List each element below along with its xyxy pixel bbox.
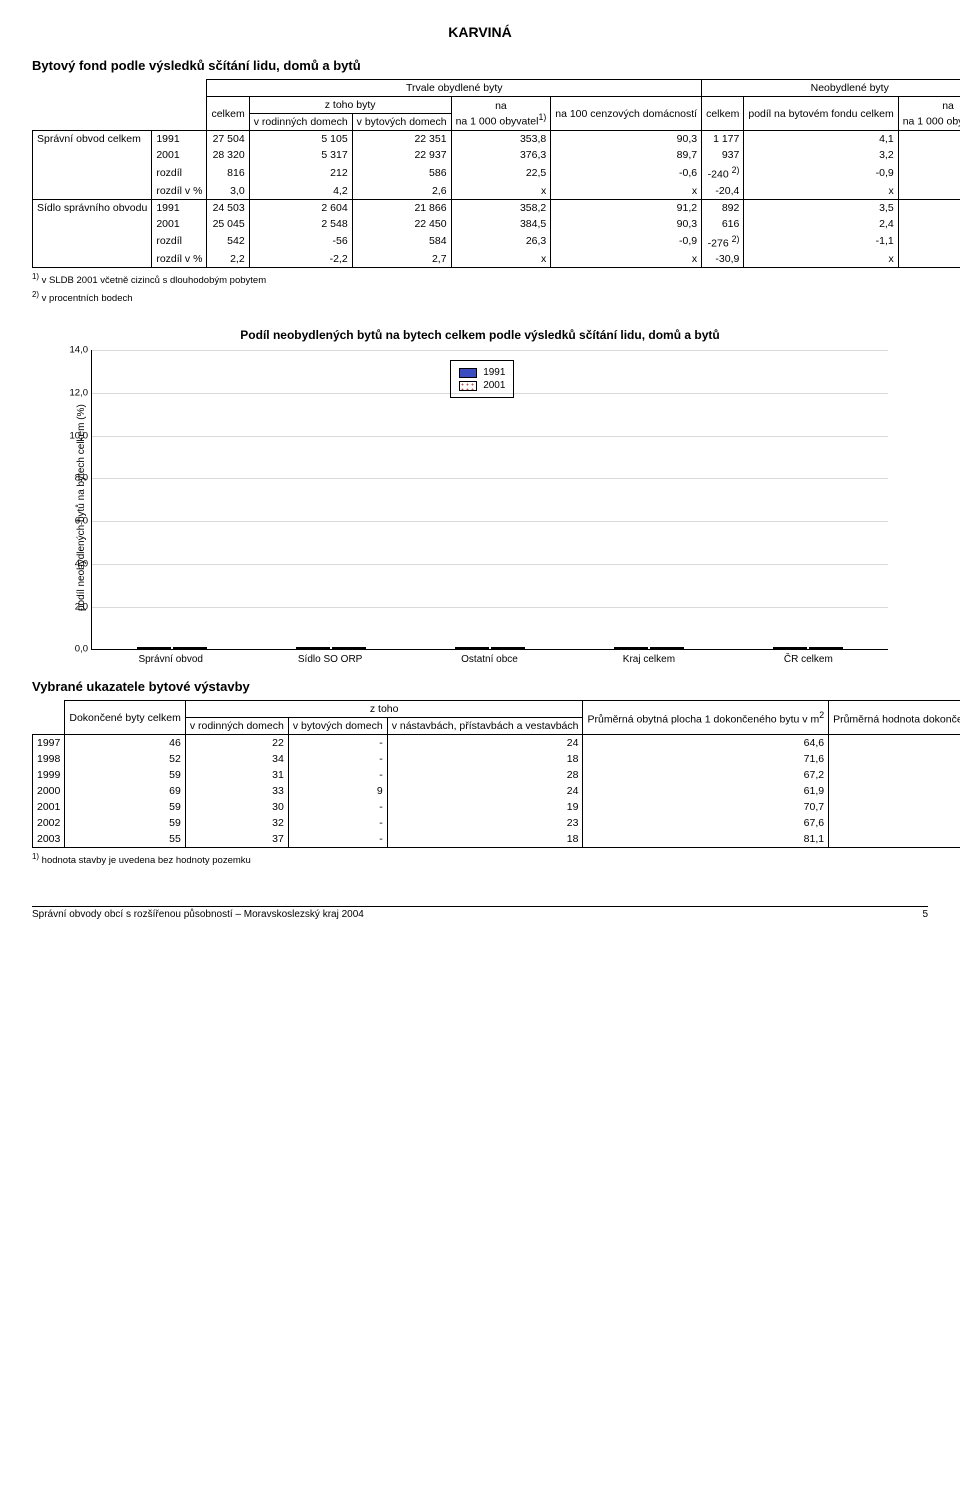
table-row: 19985234-1871,61 18956 <box>33 751 960 767</box>
table-row: 19974622-2464,61 05354 <box>33 735 960 752</box>
th-podil: podíl na bytovém fondu celkem <box>744 97 898 131</box>
bar <box>137 647 171 649</box>
bar-group <box>570 647 729 649</box>
bar-group <box>410 647 569 649</box>
bar <box>491 647 525 649</box>
table2-title: Vybrané ukazatele bytové výstavby <box>32 679 928 694</box>
chart-plot-area: 1991 2001 0,02,04,06,08,010,012,014,0 <box>91 350 888 650</box>
th2-vrodin: v rodinných domech <box>185 718 288 735</box>
xtick-label: Správní obvod <box>91 650 250 665</box>
table-row: 200125 0452 54822 450384,590,36162,49,5 <box>33 216 960 232</box>
ytick-label: 0,0 <box>75 644 92 655</box>
construction-indicators-table: Dokončené byty celkem z toho Průměrná ob… <box>32 700 960 848</box>
bar-group <box>251 647 410 649</box>
bar-group <box>92 647 251 649</box>
th2-vbyt: v bytových domech <box>288 718 387 735</box>
table-row: Sídlo správního obvodu199124 5032 60421 … <box>33 199 960 216</box>
table-row: 200128 3205 31722 937376,389,79373,212,5 <box>33 147 960 163</box>
ytick-label: 8,0 <box>75 473 92 484</box>
table-row: 20015930-1970,71 55322 <box>33 799 960 815</box>
bar <box>332 647 366 649</box>
th-na1000-1: nana 1 000 obyvatel1) <box>451 97 551 131</box>
chart-title: Podíl neobydlených bytů na bytech celkem… <box>72 328 888 342</box>
table-row: Správní obvod celkem199127 5045 10522 35… <box>33 131 960 148</box>
ytick-label: 10,0 <box>70 430 93 441</box>
table-row: rozdíl v %3,04,22,6xx-20,4xx <box>33 183 960 200</box>
ytick-label: 14,0 <box>70 345 93 356</box>
page-footer: Správní obvody obcí s rozšířenou působno… <box>32 906 928 920</box>
th-celkem2: celkem <box>702 97 744 131</box>
housing-stock-table: Trvale obydlené byty Neobydlené byty cel… <box>32 79 960 268</box>
bar <box>296 647 330 649</box>
th-vrodin: v rodinných domech <box>249 114 352 131</box>
table1-footnote1: 1) v SLDB 2001 včetně cizinců s dlouhodo… <box>32 272 928 286</box>
bar <box>809 647 843 649</box>
bar <box>173 647 207 649</box>
xtick-label: ČR celkem <box>729 650 888 665</box>
footer-page-number: 5 <box>922 909 928 920</box>
th-na1000-2: nana 1 000 obyvatel1) <box>898 97 960 131</box>
table1-footnote2: 2) v procentních bodech <box>32 290 928 304</box>
bar <box>614 647 648 649</box>
table2-footnote: 1) hodnota stavby je uvedena bez hodnoty… <box>32 852 928 866</box>
th-vbyt: v bytových domech <box>352 114 451 131</box>
xtick-label: Ostatní obce <box>410 650 569 665</box>
footer-text: Správní obvody obcí s rozšířenou působno… <box>32 909 364 920</box>
th-celkem1: celkem <box>207 97 249 131</box>
unoccupied-dwellings-chart: Podíl neobydlených bytů na bytech celkem… <box>72 328 888 665</box>
table-row: 20035537-1881,11 84352 <box>33 831 960 848</box>
bar-group <box>729 647 888 649</box>
xtick-label: Sídlo SO ORP <box>250 650 409 665</box>
ytick-label: 6,0 <box>75 516 92 527</box>
table1-title: Bytový fond podle výsledků sčítání lidu,… <box>32 58 928 73</box>
ytick-label: 12,0 <box>70 388 93 399</box>
bar <box>650 647 684 649</box>
th2-prumhod: Průměrná hodnota dokončené stavby v tis.… <box>829 701 960 735</box>
ytick-label: 2,0 <box>75 601 92 612</box>
table-row: rozdíl v %2,2-2,22,7xx-30,9xx <box>33 251 960 268</box>
th-trvale: Trvale obydlené byty <box>207 80 702 97</box>
th2-ztoho: z toho <box>185 701 583 718</box>
page-title: KARVINÁ <box>32 24 928 40</box>
table-row: rozdíl81621258622,5-0,6-240 2)-0,9-2,6 <box>33 163 960 183</box>
th2-dokon: Dokončené byty celkem <box>65 701 185 735</box>
xtick-label: Kraj celkem <box>569 650 728 665</box>
th-ztoho: z toho byty <box>249 97 451 114</box>
table-row: 2000693392461,91 46866 <box>33 783 960 799</box>
th2-prumob: Průměrná obytná plocha 1 dokončeného byt… <box>583 701 829 735</box>
table-row: 19995931-2867,21 31961 <box>33 767 960 783</box>
bar <box>455 647 489 649</box>
th2-vnast: v nástavbách, přístavbách a vestavbách <box>387 718 583 735</box>
bar <box>773 647 807 649</box>
th-na100cenz: na 100 cenzových domácností <box>551 97 702 131</box>
table-row: 20025932-2367,61 47335 <box>33 815 960 831</box>
table-row: rozdíl542-5658426,3-0,9-276 2)-1,1-3,5 <box>33 232 960 252</box>
th-neobydlene: Neobydlené byty <box>702 80 960 97</box>
ytick-label: 4,0 <box>75 558 92 569</box>
